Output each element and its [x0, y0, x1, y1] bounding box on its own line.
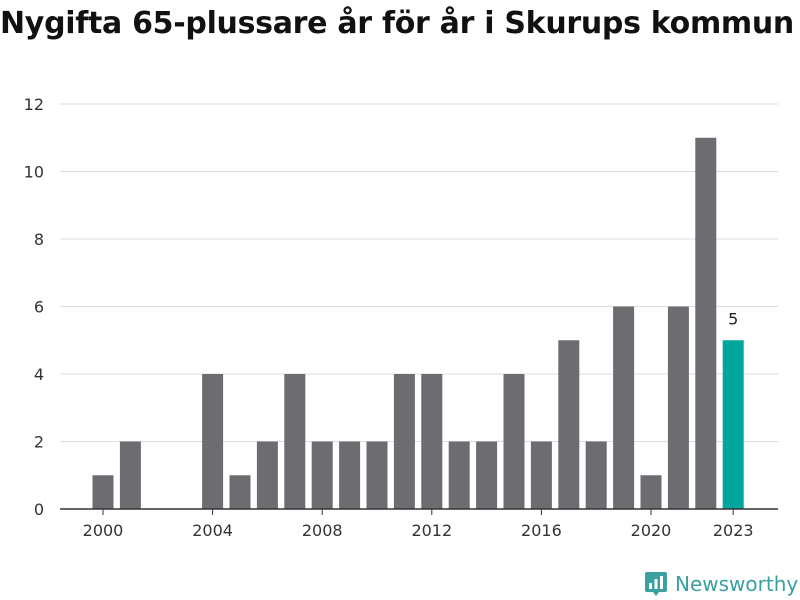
y-tick-label: 10 — [24, 163, 44, 182]
bar — [311, 441, 333, 509]
brand-name: Newsworthy — [675, 572, 799, 596]
x-tick-label: 2000 — [83, 521, 124, 540]
x-tick-label: 2008 — [302, 521, 343, 540]
bar — [558, 340, 580, 509]
newsworthy-logo: Newsworthy — [645, 569, 798, 599]
bar — [640, 475, 662, 509]
bar — [366, 441, 388, 509]
y-tick-label: 6 — [34, 298, 44, 317]
bar — [393, 374, 415, 509]
bar-chart-pin-icon — [645, 572, 667, 596]
bar — [421, 374, 443, 509]
y-tick-label: 4 — [34, 365, 44, 384]
x-tick-label: 2012 — [411, 521, 452, 540]
bar — [284, 374, 306, 509]
x-tick-label: 2016 — [521, 521, 562, 540]
data-label: 5 — [728, 309, 738, 328]
bar — [613, 306, 635, 509]
y-tick-label: 8 — [34, 230, 44, 249]
bar — [695, 137, 717, 509]
bar — [503, 374, 525, 509]
y-tick-label: 12 — [24, 95, 44, 114]
x-tick-label: 2004 — [192, 521, 233, 540]
bar — [256, 441, 278, 509]
bar — [229, 475, 251, 509]
bar — [530, 441, 552, 509]
bar — [448, 441, 470, 509]
bar — [476, 441, 498, 509]
x-tick-label: 2020 — [631, 521, 672, 540]
bar — [92, 475, 114, 509]
y-tick-label: 2 — [34, 433, 44, 452]
chart-title: Nygifta 65-plussare år för år i Skurups … — [0, 6, 794, 41]
y-tick-label: 0 — [34, 500, 44, 519]
x-tick-label: 2023 — [713, 521, 754, 540]
bar — [585, 441, 607, 509]
bar — [667, 306, 689, 509]
bar — [202, 374, 224, 509]
bar — [119, 441, 141, 509]
highlighted-bar — [722, 340, 744, 509]
bar — [339, 441, 361, 509]
